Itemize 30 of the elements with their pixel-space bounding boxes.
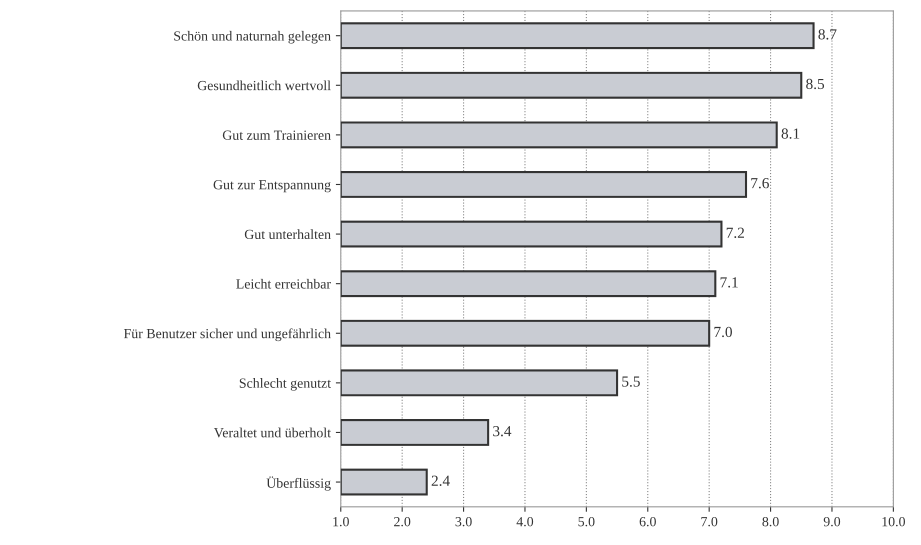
data-label: 2.4 [432, 476, 450, 486]
y-tick-label: Für Benutzer sicher und ungefährlich [124, 328, 331, 342]
y-tick-label: Veraltet und überholt [214, 428, 331, 438]
y-tick-label: Leicht erreichbar [236, 278, 331, 289]
data-label: 7.2 [726, 228, 744, 238]
y-tick-label: Gesundheitlich wertvoll [198, 80, 331, 90]
data-label: 7.1 [720, 277, 738, 288]
x-tick-label: 9.0 [824, 516, 840, 526]
data-label: 7.6 [751, 178, 769, 188]
data-label: 3.4 [493, 426, 512, 436]
data-label: 5.5 [622, 376, 640, 387]
x-tick-label: 6.0 [640, 516, 656, 526]
y-tick-label: Schön und naturnah gelegen [174, 30, 331, 44]
data-label: 8.1 [782, 128, 800, 139]
x-tick-label: 3.0 [456, 516, 472, 526]
x-tick-label: 8.0 [762, 516, 779, 526]
y-tick-label: Gut zum Trainieren [222, 130, 331, 140]
x-tick-label: 10.0 [882, 516, 905, 526]
x-tick-label: 5.0 [578, 516, 595, 526]
y-tick-label: Überflüssig [266, 476, 331, 491]
data-label: 8.7 [818, 29, 837, 40]
y-tick-label: Schlecht genutzt [240, 378, 331, 391]
x-tick-label: 4.0 [516, 516, 534, 526]
data-label: 8.5 [806, 78, 824, 90]
x-tick-label: 7.0 [701, 516, 718, 526]
x-tick-label: 2.0 [394, 516, 410, 526]
y-tick-label: Gut zur Entspannung [214, 180, 331, 192]
y-tick-label: Gut unterhalten [244, 229, 331, 240]
x-tick-label: 1.0 [333, 516, 349, 526]
data-label: 7.0 [714, 326, 732, 338]
